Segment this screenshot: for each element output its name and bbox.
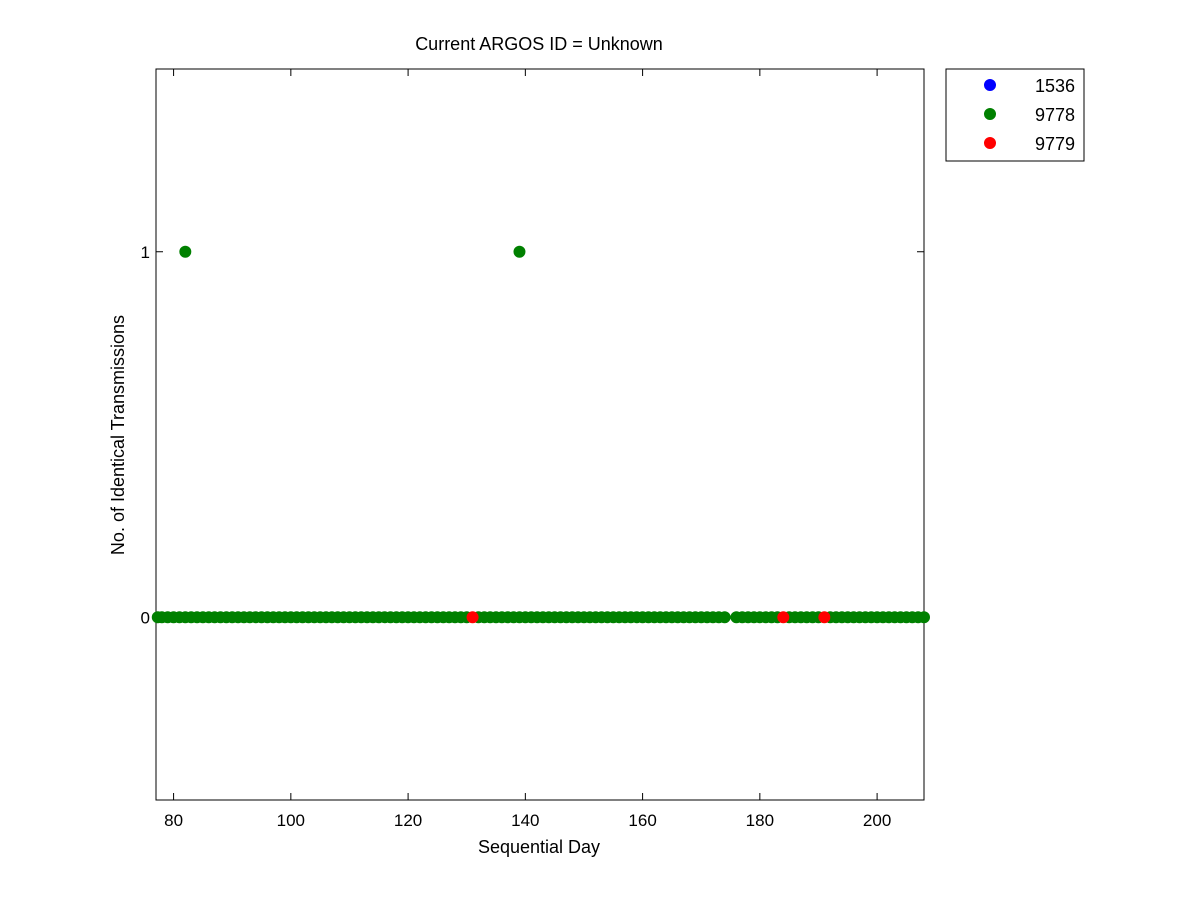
legend-box bbox=[945, 68, 1085, 162]
legend-label-9778: 9778 bbox=[1035, 105, 1075, 125]
data-point-9778 bbox=[179, 245, 192, 258]
x-tick-label: 160 bbox=[628, 811, 656, 830]
data-point-9778 bbox=[718, 611, 731, 624]
data-point-9779 bbox=[466, 611, 479, 624]
legend-marker-9779 bbox=[984, 137, 996, 149]
data-point-9779 bbox=[818, 611, 831, 624]
x-tick-label: 100 bbox=[277, 811, 305, 830]
legend-marker-1536 bbox=[984, 79, 996, 91]
legend: 1536 9778 9779 bbox=[945, 68, 1085, 162]
plot-area bbox=[155, 68, 925, 801]
data-point-9779 bbox=[777, 611, 790, 624]
y-axis-label: No. of Identical Transmissions bbox=[108, 315, 128, 555]
legend-marker-9778 bbox=[984, 108, 996, 120]
x-tick-label: 120 bbox=[394, 811, 422, 830]
x-tick-label: 140 bbox=[511, 811, 539, 830]
data-point-9778 bbox=[513, 245, 526, 258]
legend-label-9779: 9779 bbox=[1035, 134, 1075, 154]
x-axis-label: Sequential Day bbox=[478, 837, 600, 857]
data-points bbox=[151, 245, 930, 624]
x-tick-label: 80 bbox=[164, 811, 183, 830]
y-tick-label: 0 bbox=[141, 608, 150, 627]
x-tick-label: 200 bbox=[863, 811, 891, 830]
data-point-9778 bbox=[918, 611, 930, 624]
chart-title: Current ARGOS ID = Unknown bbox=[415, 34, 663, 54]
legend-label-1536: 1536 bbox=[1035, 76, 1075, 96]
axis-ticks: 80 100 120 140 160 180 200 0 1 bbox=[141, 69, 924, 830]
y-tick-label: 1 bbox=[141, 243, 150, 262]
x-tick-label: 180 bbox=[746, 811, 774, 830]
